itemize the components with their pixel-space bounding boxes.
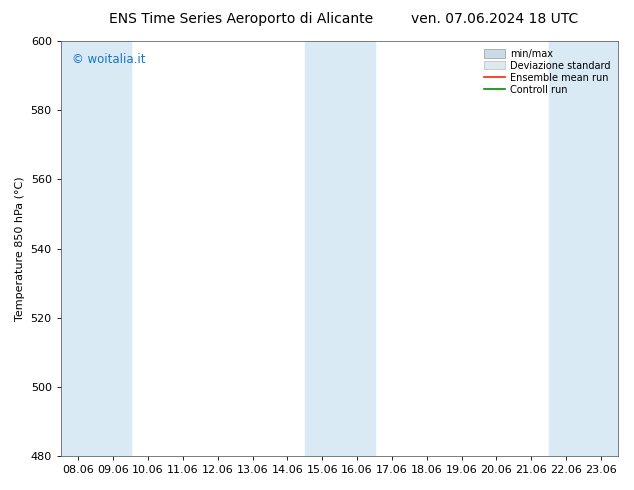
Text: ENS Time Series Aeroporto di Alicante: ENS Time Series Aeroporto di Alicante: [109, 12, 373, 26]
Bar: [61, 41, 131, 456]
Text: © woitalia.it: © woitalia.it: [72, 53, 145, 67]
Legend: min/max, Deviazione standard, Ensemble mean run, Controll run: min/max, Deviazione standard, Ensemble m…: [481, 46, 614, 98]
Bar: [305, 41, 375, 456]
Y-axis label: Temperature 850 hPa (°C): Temperature 850 hPa (°C): [15, 176, 25, 321]
Text: ven. 07.06.2024 18 UTC: ven. 07.06.2024 18 UTC: [411, 12, 578, 26]
Bar: [549, 41, 619, 456]
